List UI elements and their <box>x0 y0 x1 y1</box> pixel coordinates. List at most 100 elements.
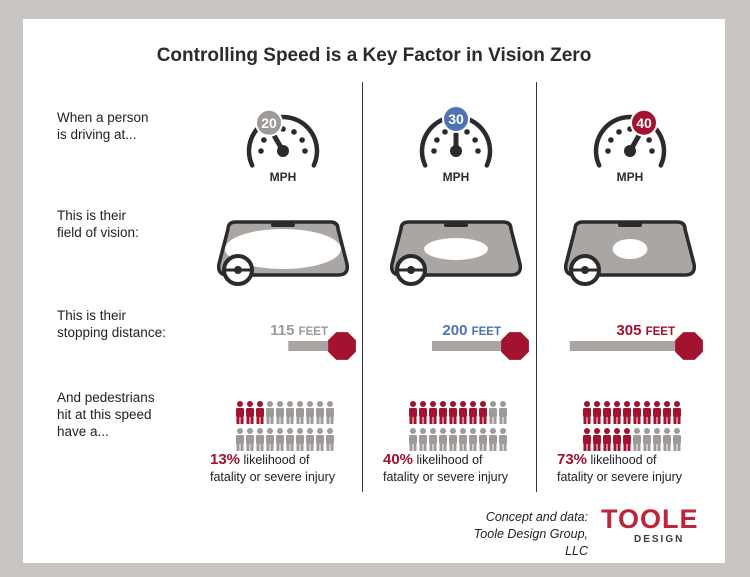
pedestrian-figure <box>583 401 591 424</box>
field-of-vision <box>225 229 341 269</box>
speedometer-tick <box>475 148 481 154</box>
pedestrian-body <box>653 408 661 417</box>
pedestrian-head <box>674 428 680 434</box>
pedestrian-figure <box>449 428 457 451</box>
pedestrian-head <box>267 401 273 407</box>
pedestrian-leg <box>667 443 671 451</box>
row-label-stopping-line1: This is their <box>57 308 127 323</box>
pedestrian-leg <box>663 416 667 424</box>
speed-badge <box>442 105 470 133</box>
speed-column-20: 20 MPH 115 FEET <box>216 108 356 451</box>
pedestrian-head <box>440 401 446 407</box>
likelihood-line2: fatality or severe injury <box>383 470 509 484</box>
pedestrian-leg <box>673 443 677 451</box>
pedestrian-leg <box>240 416 244 424</box>
pedestrian-leg <box>286 443 290 451</box>
fatality-percent-20: 13% <box>210 451 241 468</box>
pedestrian-figure <box>409 428 417 451</box>
pedestrian-leg <box>246 443 250 451</box>
speedometer-tick <box>472 137 478 143</box>
pedestrian-figure <box>409 401 417 424</box>
pedestrian-leg <box>469 416 473 424</box>
pedestrian-head <box>237 401 243 407</box>
pedestrian-leg <box>653 416 657 424</box>
pedestrian-head <box>420 428 426 434</box>
pedestrian-figure <box>326 401 334 424</box>
pedestrian-leg <box>623 416 627 424</box>
pedestrian-head <box>614 401 620 407</box>
pedestrian-leg <box>330 443 334 451</box>
pedestrian-body <box>613 408 621 417</box>
pedestrian-leg <box>453 443 457 451</box>
pedestrian-body <box>469 435 477 444</box>
pedestrian-leg <box>413 416 417 424</box>
pedestrian-body <box>663 408 671 417</box>
pedestrian-leg <box>260 443 264 451</box>
pedestrian-head <box>450 401 456 407</box>
pedestrian-body <box>623 435 631 444</box>
pedestrian-body <box>296 435 304 444</box>
pedestrian-head <box>307 428 313 434</box>
pedestrian-body <box>653 435 661 444</box>
speedometer-tick <box>431 148 437 154</box>
speedometer-hub <box>277 145 289 157</box>
stop-sign-icon <box>501 332 529 360</box>
pedestrian-leg <box>310 443 314 451</box>
pedestrian-leg <box>306 443 310 451</box>
pedestrian-body <box>256 408 264 417</box>
likelihood-text-30: 40% likelihood of fatality or severe inj… <box>383 451 508 486</box>
pedestrian-leg <box>459 416 463 424</box>
pedestrian-leg <box>677 416 681 424</box>
pedestrian-leg <box>597 416 601 424</box>
pedestrian-figure <box>603 401 611 424</box>
pedestrian-leg <box>266 416 270 424</box>
pedestrian-figure <box>429 401 437 424</box>
pedestrian-leg <box>433 443 437 451</box>
pedestrian-leg <box>306 416 310 424</box>
stopping-distance-value: 305 FEET <box>616 322 675 339</box>
speedometer-hub <box>624 145 636 157</box>
pedestrian-body <box>419 435 427 444</box>
column-divider <box>536 82 537 492</box>
pedestrian-leg <box>459 443 463 451</box>
pedestrian-body <box>459 435 467 444</box>
pedestrian-figure <box>489 401 497 424</box>
pedestrian-body <box>326 408 334 417</box>
speed-badge <box>255 108 283 137</box>
pedestrian-figure <box>593 401 601 424</box>
likelihood-line1: likelihood of <box>590 453 657 467</box>
pedestrian-head <box>664 401 670 407</box>
pedestrian-leg <box>677 443 681 451</box>
pedestrian-figure <box>326 428 334 451</box>
pedestrian-leg <box>409 416 413 424</box>
pedestrian-leg <box>613 416 617 424</box>
pedestrian-leg <box>453 416 457 424</box>
pedestrian-figure <box>306 401 314 424</box>
speedometer-tick <box>302 148 308 154</box>
speed-value: 40 <box>636 115 652 131</box>
pedestrian-head <box>584 428 590 434</box>
pedestrian-leg <box>473 416 477 424</box>
pedestrian-leg <box>603 416 607 424</box>
pedestrian-head <box>297 401 303 407</box>
pedestrian-figure <box>429 428 437 451</box>
pedestrian-leg <box>489 443 493 451</box>
pedestrian-leg <box>463 416 467 424</box>
speedometer-tick <box>291 129 297 135</box>
pedestrian-leg <box>443 443 447 451</box>
pedestrian-leg <box>617 416 621 424</box>
pedestrian-leg <box>493 416 497 424</box>
pedestrian-head <box>634 428 640 434</box>
pedestrian-body <box>276 408 284 417</box>
credit: Concept and data: Toole Design Group, LL… <box>453 509 588 560</box>
pedestrian-head <box>440 428 446 434</box>
pedestrian-leg <box>587 416 591 424</box>
pedestrian-leg <box>657 443 661 451</box>
pedestrian-leg <box>290 443 294 451</box>
pedestrian-leg <box>623 443 627 451</box>
pedestrian-figure <box>459 401 467 424</box>
pedestrian-figure <box>479 401 487 424</box>
pedestrian-figure <box>663 401 671 424</box>
pedestrian-body <box>623 408 631 417</box>
stopping-distance-bar <box>288 341 328 351</box>
